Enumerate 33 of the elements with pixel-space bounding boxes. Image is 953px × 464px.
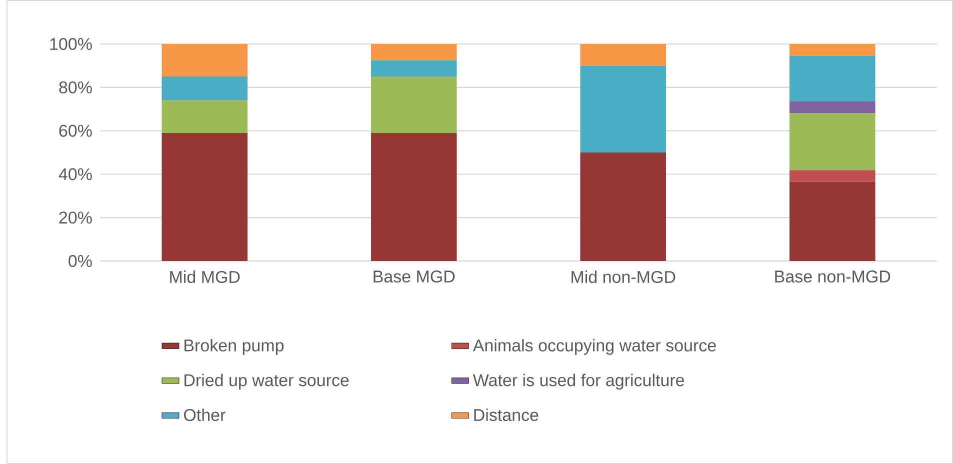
legend-label: Broken pump — [184, 338, 284, 355]
x-tick-label: Base non-MGD — [775, 270, 890, 283]
y-tick-label: 80% — [59, 81, 92, 94]
legend-label: Dried up water source — [184, 374, 349, 390]
bar — [162, 44, 248, 77]
legend-label: Other — [184, 408, 226, 422]
bar — [370, 76, 457, 133]
bar — [789, 170, 876, 182]
legend-label: Water is used for agriculture — [472, 374, 684, 390]
bar — [162, 76, 248, 100]
x-tick-label: Mid non-MGD — [572, 270, 676, 284]
bar — [789, 182, 876, 261]
bar — [789, 56, 876, 102]
x-tick-label: Mid MGD — [170, 270, 240, 284]
bar — [789, 44, 876, 56]
y-tick-label: 20% — [59, 212, 92, 224]
bar — [789, 101, 876, 114]
bar — [580, 44, 666, 66]
x-tick-label: Base MGD — [374, 270, 455, 283]
y-tick-label: 0% — [68, 254, 92, 268]
bar — [162, 132, 248, 261]
bar — [370, 132, 457, 261]
y-tick-label: 60% — [59, 124, 92, 137]
bar — [580, 152, 666, 261]
bar — [789, 113, 876, 170]
bar — [580, 66, 666, 152]
legend-label: Animals occupying water source — [472, 338, 716, 355]
bar — [162, 100, 248, 133]
bar — [370, 60, 457, 77]
bar — [370, 44, 457, 60]
y-tick-label: 100% — [50, 38, 92, 50]
legend-label: Distance — [474, 408, 538, 422]
y-tick-label: 40% — [58, 168, 92, 180]
